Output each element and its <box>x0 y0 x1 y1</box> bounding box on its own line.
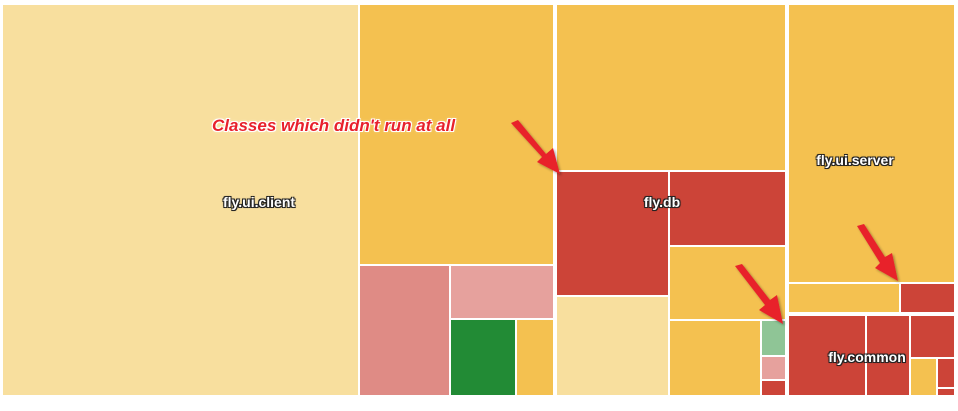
class-cell[interactable] <box>669 171 786 246</box>
class-cell[interactable] <box>937 388 955 396</box>
package-label-client: fly.ui.client <box>222 194 296 210</box>
class-cell[interactable] <box>2 4 359 396</box>
class-cell[interactable] <box>761 356 786 380</box>
class-cell[interactable] <box>516 319 554 396</box>
class-cell[interactable] <box>788 4 955 283</box>
class-cell[interactable] <box>761 380 786 396</box>
class-cell[interactable] <box>788 283 900 313</box>
class-cell[interactable] <box>910 358 937 396</box>
class-cell[interactable] <box>556 296 669 396</box>
class-cell[interactable] <box>910 315 955 358</box>
class-cell[interactable] <box>761 320 786 356</box>
package-label-common: fly.common <box>828 349 906 365</box>
class-cell[interactable] <box>669 320 761 396</box>
class-cell[interactable] <box>450 265 554 319</box>
class-cell[interactable] <box>556 171 669 296</box>
class-cell[interactable] <box>669 246 786 320</box>
class-cell[interactable] <box>937 358 955 388</box>
annotation-text: Classes which didn't run at all <box>212 116 456 135</box>
package-label-server: fly.ui.server <box>816 152 894 168</box>
class-cell[interactable] <box>450 319 516 396</box>
class-cell[interactable] <box>359 265 450 396</box>
class-cell[interactable] <box>556 4 786 171</box>
class-cell[interactable] <box>900 283 955 313</box>
package-label-db: fly.db <box>643 194 681 210</box>
